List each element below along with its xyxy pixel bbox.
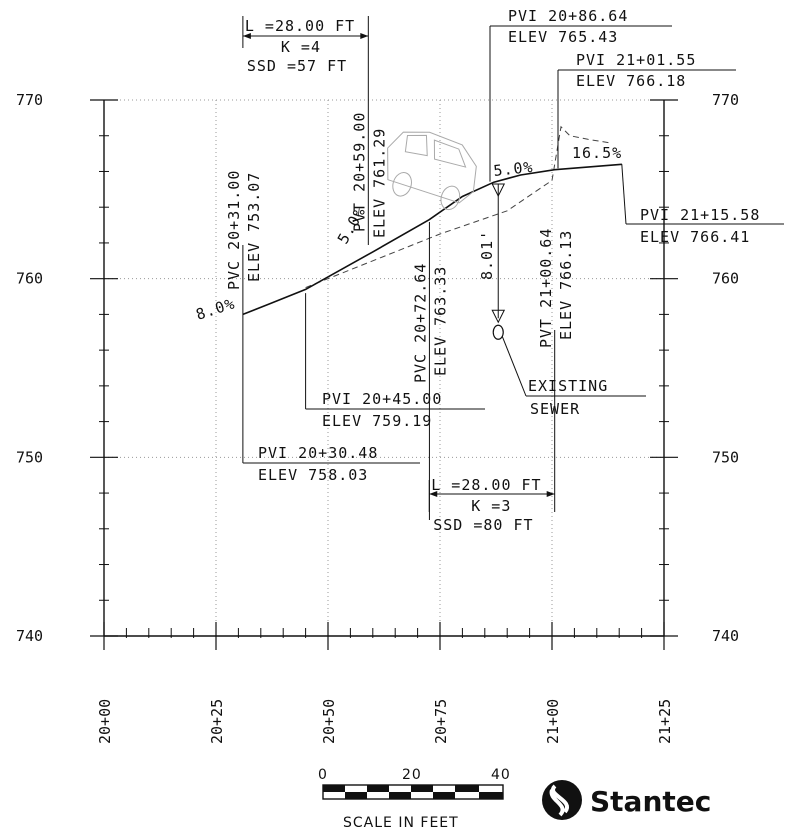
vc1-arrow-right (360, 33, 369, 39)
vc1-length-label: L =28.00 FT (245, 17, 355, 35)
x-tick-label-20+50: 20+50 (320, 699, 338, 744)
vc2-k-label: K =3 (471, 497, 511, 515)
pvi-204500-elev-label: ELEV 759.19 (322, 412, 432, 430)
pvc1-elev-label: ELEV 753.07 (245, 172, 263, 282)
x-tick-label-20+25: 20+25 (208, 699, 226, 744)
x-axis: 20+00 20+25 20+50 20+75 21+00 21+25 (96, 622, 674, 744)
pvi-203048-station-label: PVI 20+30.48 (258, 444, 378, 462)
plot-frame (103, 100, 665, 637)
pvi-210155-station-label: PVI 21+01.55 (576, 51, 696, 69)
scale-tick-40: 40 (491, 767, 511, 783)
y-tick-label-right-770: 770 (712, 91, 739, 109)
pvi-204500-station-label: PVI 20+45.00 (322, 390, 442, 408)
scale-caption: SCALE IN FEET (343, 815, 459, 831)
x-tick-label-20+00: 20+00 (96, 699, 114, 744)
pvt2-station-label: PVT 21+00.64 (537, 228, 555, 348)
x-tick-label-21+25: 21+25 (656, 699, 674, 744)
sewer-label-line1: EXISTING (528, 377, 608, 395)
pvc2-station-label: PVC 20+72.64 (411, 263, 429, 383)
scale-tick-20: 20 (402, 767, 422, 783)
y-tick-label-left-750: 750 (16, 448, 43, 466)
vc2-ssd-label: SSD =80 FT (433, 516, 533, 534)
grade-label-8pct: 8.0% (194, 294, 238, 324)
proposed-profile-line (242, 163, 622, 316)
grade-label-16-5pct: 16.5% (572, 144, 622, 162)
sewer-clearance-label: 8.01' (478, 230, 496, 280)
y-tick-label-left-760: 760 (16, 270, 43, 288)
x-tick-label-20+75: 20+75 (432, 699, 450, 744)
vc1-ssd-label: SSD =57 FT (247, 57, 347, 75)
scale-tick-0: 0 (318, 767, 328, 783)
pvi-210155-elev-label: ELEV 766.18 (576, 72, 686, 90)
pvt2-elev-label: ELEV 766.13 (557, 230, 575, 340)
pvi-208664-station-label: PVI 20+86.64 (508, 7, 628, 25)
sewer-pipe-icon (492, 324, 504, 340)
vc1-k-label: K =4 (281, 38, 321, 56)
y-axis: 740 740 750 750 760 760 770 770 (16, 91, 739, 645)
grade-label-5pct-right: 5.0% (493, 158, 535, 180)
vc2-arrow-left (429, 491, 438, 497)
y-tick-label-right-750: 750 (712, 448, 739, 466)
vc2-arrow-right (546, 491, 555, 497)
pvi-211558-leader (621, 164, 627, 225)
scale-bar: 0 20 40 SCALE IN FEET (318, 767, 511, 831)
pvc2-elev-label: ELEV 763.33 (431, 266, 449, 376)
clearance-arrow-bottom (491, 309, 506, 324)
y-tick-label-left-740: 740 (16, 627, 43, 645)
y-tick-label-right-740: 740 (712, 627, 739, 645)
stantec-logo: Stantec (542, 780, 711, 820)
pvi-211558-elev-label: ELEV 766.41 (640, 228, 750, 246)
x-tick-label-21+00: 21+00 (544, 699, 562, 744)
pvc1-station-label: PVC 20+31.00 (225, 170, 243, 290)
pvt1-elev-label: ELEV 761.29 (370, 128, 388, 238)
y-tick-label-right-760: 760 (712, 270, 739, 288)
y-tick-label-left-770: 770 (16, 91, 43, 109)
clearance-arrow-top (491, 183, 506, 198)
vc1-arrow-left (242, 33, 251, 39)
pvi-211558-station-label: PVI 21+15.58 (640, 206, 760, 224)
pvt1-station-label: PVT 20+59.00 (350, 112, 368, 232)
pvi-208664-elev-label: ELEV 765.43 (508, 28, 618, 46)
sewer-leader (501, 336, 527, 397)
pvi-203048-elev-label: ELEV 758.03 (258, 466, 368, 484)
brand-name: Stantec (590, 785, 711, 818)
car-icon (387, 131, 477, 211)
sewer-label-line2: SEWER (530, 400, 580, 418)
vc2-length-label: L =28.00 FT (431, 476, 541, 494)
